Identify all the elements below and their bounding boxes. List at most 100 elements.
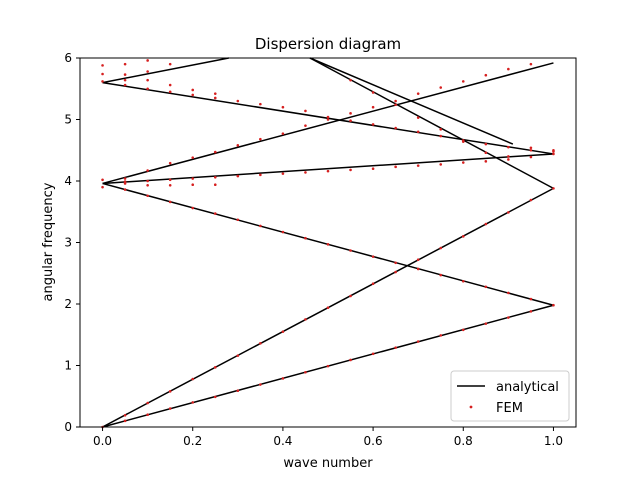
fem-point	[146, 179, 149, 183]
x-tick-label: 1.0	[544, 434, 563, 448]
fem-point	[191, 93, 195, 97]
fem-point	[146, 169, 149, 172]
fem-point	[236, 354, 240, 357]
fem-point	[123, 177, 127, 180]
fem-point	[304, 318, 307, 321]
fem-point	[484, 222, 488, 226]
fem-point	[213, 183, 217, 186]
fem-point	[259, 224, 262, 228]
fem-point	[146, 413, 149, 417]
fem-point	[371, 105, 375, 109]
fem-point	[349, 78, 352, 82]
fem-point	[529, 155, 533, 159]
fem-point	[484, 322, 488, 325]
fem-point	[281, 230, 285, 234]
fem-point	[101, 72, 104, 76]
fem-point	[484, 285, 488, 289]
fem-point	[236, 174, 240, 178]
fem-point	[416, 116, 420, 119]
x-tick-label: 0.8	[454, 434, 473, 448]
fem-point	[552, 303, 555, 307]
fem-point	[529, 62, 533, 66]
fem-point	[304, 109, 307, 113]
fem-point	[529, 148, 533, 152]
legend: analytical FEM	[450, 370, 570, 422]
fem-point	[168, 200, 172, 204]
fem-point	[281, 105, 285, 109]
fem-point	[349, 249, 352, 252]
fem-point	[394, 270, 397, 274]
fem-point	[461, 140, 465, 143]
fem-point	[371, 352, 375, 356]
fem-point	[416, 92, 420, 95]
fem-point	[146, 87, 149, 91]
fem-point	[191, 156, 195, 159]
fem-point	[484, 142, 488, 146]
fem-point	[439, 273, 443, 277]
fem-point	[529, 198, 533, 202]
fem-point	[281, 377, 285, 380]
fem-point	[326, 243, 330, 246]
fem-point	[326, 115, 330, 119]
y-tick-label: 4	[64, 174, 72, 188]
fem-point	[507, 155, 510, 158]
y-tick-label: 6	[64, 51, 72, 65]
x-tick-label: 0.2	[183, 434, 202, 448]
fem-point	[123, 83, 127, 87]
x-axis-label: wave number	[283, 456, 373, 471]
fem-point	[123, 180, 127, 183]
fem-point	[529, 146, 533, 150]
fem-point	[439, 163, 443, 166]
fem-point	[371, 167, 375, 170]
fem-point	[304, 370, 307, 374]
fem-point	[146, 59, 149, 62]
fem-point	[123, 182, 127, 185]
fem-point	[507, 158, 510, 161]
fem-point	[371, 255, 375, 258]
fem-point	[349, 294, 352, 298]
y-tick-label: 2	[64, 297, 72, 311]
fem-point	[394, 165, 397, 169]
fem-point	[507, 291, 510, 295]
fem-point	[349, 358, 352, 362]
y-axis-label: angular frequency	[41, 182, 56, 301]
fem-point	[326, 364, 330, 368]
fem-point	[349, 168, 352, 172]
fem-point	[552, 148, 555, 152]
fem-point	[146, 70, 149, 73]
analytical-line-3	[102, 153, 554, 185]
fem-point	[349, 119, 352, 123]
y-tick-label: 3	[64, 236, 72, 250]
y-tick-label: 1	[64, 359, 72, 373]
fem-point	[461, 161, 465, 164]
x-axis-ticks: 0.0 0.2 0.4 0.6 0.8 1.0	[93, 427, 563, 448]
fem-point	[259, 342, 262, 345]
fem-point	[281, 330, 285, 333]
fem-point	[326, 118, 330, 121]
chart-title: Dispersion diagram	[255, 35, 401, 53]
fem-point	[191, 206, 195, 210]
fem-point	[484, 73, 488, 77]
fem-point	[439, 128, 443, 131]
fem-point	[168, 178, 172, 182]
analytical-line-8	[309, 57, 514, 145]
fem-point	[507, 145, 510, 149]
fem-point	[484, 151, 488, 155]
x-tick-label: 0.6	[364, 434, 383, 448]
fem-point	[259, 383, 262, 386]
analytical-line-6	[102, 57, 229, 84]
fem-point	[236, 218, 240, 222]
fem-point	[123, 419, 127, 423]
fem-point	[213, 212, 217, 215]
fem-point	[146, 401, 149, 405]
fem-point	[304, 171, 307, 174]
fem-point	[281, 132, 285, 135]
fem-point	[326, 169, 330, 173]
fem-point	[123, 62, 127, 66]
fem-point	[259, 137, 262, 141]
fem-point	[439, 334, 443, 337]
fem-point	[168, 184, 172, 187]
fem-point	[439, 86, 443, 89]
fem-point	[191, 401, 195, 404]
